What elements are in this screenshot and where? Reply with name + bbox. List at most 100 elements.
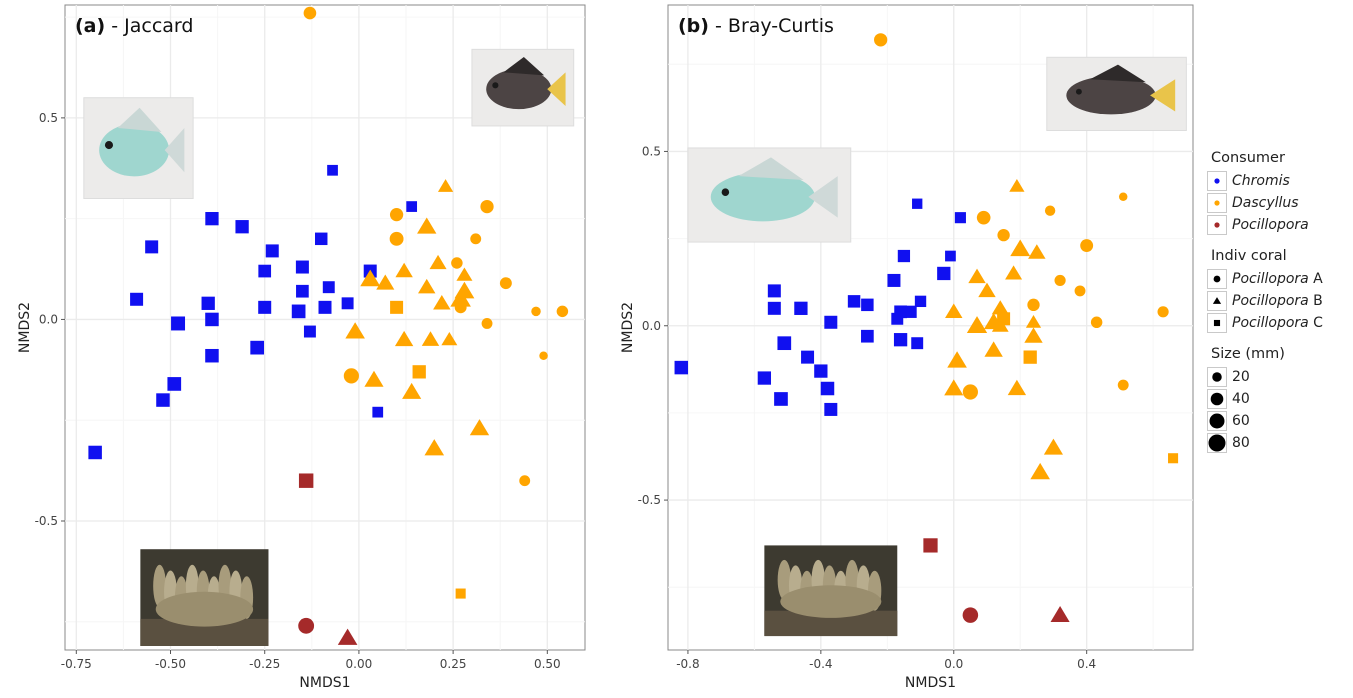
data-point [847,295,861,308]
data-point [820,381,835,396]
data-point [978,282,996,298]
data-point [1030,462,1050,480]
data-point [395,262,413,278]
data-point [499,277,512,290]
data-point [1090,316,1103,329]
data-point [402,382,422,399]
data-point [997,312,1011,326]
y-axis-label: NMDS2 [620,302,636,353]
legend-shape [1212,297,1222,304]
data-point [389,231,404,246]
data-point [130,292,144,306]
legend-size-item: 20 [1207,366,1347,388]
data-point [1009,179,1025,192]
x-tick-label: -0.50 [155,657,186,671]
legend-coral-title: Indiv coral [1211,248,1287,264]
legend-size-dot [1208,434,1226,452]
legend-consumer-item-key [1207,215,1227,235]
data-point [360,269,381,287]
data-point [824,402,838,416]
legend-consumer-title: Consumer [1211,150,1285,166]
legend-coral-item: Pocillopora C [1207,312,1347,334]
data-point [1028,244,1046,259]
data-point [258,264,272,278]
y-tick-label: -0.5 [35,514,58,528]
data-point [1023,350,1037,364]
y-axis-label: NMDS2 [17,302,33,353]
data-point [1168,453,1179,464]
data-point [481,318,493,329]
legend-consumer-item: Pocillopora [1207,214,1347,236]
data-point [345,322,365,339]
data-point [314,232,328,246]
legend-size: Size (mm) 20 40 60 80 [1207,346,1347,454]
legend-consumer-items: Chromis Dascyllus Pocillopora [1207,170,1347,236]
data-point [976,210,991,225]
legend-consumer-item-key [1207,171,1227,191]
data-point [1044,205,1056,216]
legend-shape [1213,275,1221,283]
legend-shape [1213,319,1221,327]
data-point [904,305,917,318]
data-point [303,325,316,338]
data-point [337,628,358,645]
data-points [88,6,569,645]
data-point [997,228,1010,242]
x-tick-label: 0.25 [440,657,467,671]
data-point [893,333,908,347]
data-point [265,244,279,258]
y-tick-label: -0.5 [638,493,661,507]
legend-size-item-label: 20 [1232,369,1250,385]
data-point [298,473,314,488]
data-point [1118,192,1128,202]
data-point [156,393,170,407]
data-point [861,329,874,343]
data-point [322,281,335,294]
chart-panel-b: -0.8 -0.4 0.0 0.4 -0.5 0.0 0.5 NMDS1 NMDS2 (b) - … [620,4,1194,691]
data-point [372,406,384,418]
x-tick-label: 0.4 [1077,657,1096,671]
data-point [945,250,956,262]
legend-size-item-key [1207,411,1227,431]
legend-coral-item-key [1207,313,1227,333]
data-point [887,273,901,287]
legend-size-item-label: 80 [1232,435,1250,451]
panel-title: (a) - Jaccard [75,15,193,37]
data-point [937,266,951,281]
legend-coral-item: Pocillopora A [1207,268,1347,290]
x-axis-label: NMDS1 [299,675,350,691]
panel-letter: (b) [678,15,709,37]
panel-name: - Jaccard [105,15,193,37]
data-point [417,217,437,234]
data-point [201,296,215,310]
data-point [205,348,219,363]
data-point [914,295,927,308]
x-tick-label: 0.50 [534,657,561,671]
legend-size-dot [1210,392,1224,406]
data-point [441,331,458,346]
data-point [984,341,1003,357]
legend-size-title: Size (mm) [1211,346,1285,362]
legend-size-item: 80 [1207,432,1347,454]
data-point [814,364,828,378]
y-tick-label: 0.5 [39,111,58,125]
data-point [912,198,923,209]
data-point [469,419,490,436]
data-point [318,300,332,314]
legend-consumer-item-label: Pocillopora [1232,217,1309,233]
data-point [429,254,447,270]
data-point [291,304,306,319]
x-axis-label: NMDS1 [905,675,956,691]
y-tick-label: 0.0 [642,319,661,333]
data-point [945,303,963,319]
data-point [303,6,317,20]
data-point [824,315,838,329]
data-point [674,360,689,375]
data-point [801,350,815,364]
data-point [1025,315,1042,328]
data-point [923,538,938,553]
chart-panel-a: -0.75 -0.50 -0.25 0.00 0.25 0.50 -0.5 0.0 0.5 NMD… [17,4,586,691]
data-point [519,475,531,487]
x-tick-label: -0.8 [676,657,699,671]
data-point [258,300,272,314]
